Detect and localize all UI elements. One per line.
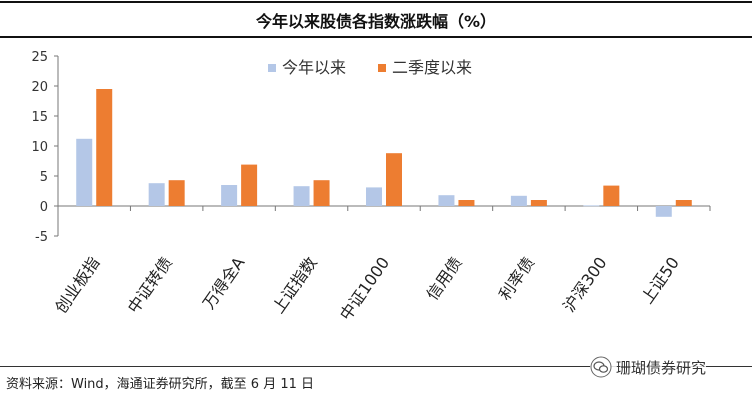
bar-q2-7	[530, 200, 547, 206]
title-rule-bottom	[0, 36, 752, 38]
bar-ytd-4	[293, 186, 310, 206]
bar-q2-8	[603, 185, 620, 206]
legend-swatch	[378, 64, 386, 72]
wechat-icon	[590, 356, 612, 378]
bar-q2-9	[675, 200, 692, 206]
x-category-label: 信用债	[423, 253, 466, 303]
legend-label: 今年以来	[282, 58, 346, 77]
bar-ytd-5	[366, 187, 382, 206]
x-category-label: 上证指数	[269, 253, 321, 316]
bar-ytd-8	[583, 205, 600, 207]
y-tick-label: 25	[31, 50, 48, 65]
x-category-label: 上证50	[637, 253, 683, 307]
watermark-text: 珊瑚债券研究	[616, 358, 707, 377]
x-category-label: 沪深300	[559, 253, 610, 315]
bar-q2-3	[241, 164, 258, 206]
bar-ytd-2	[148, 183, 165, 206]
legend-swatch	[268, 64, 276, 72]
bar-ytd-3	[221, 185, 238, 206]
title-bar: 今年以来股债各指数涨跌幅（%）	[0, 0, 752, 38]
bar-q2-6	[458, 200, 475, 206]
y-tick-label: 20	[31, 80, 48, 95]
bar-q2-2	[168, 180, 185, 206]
bar-ytd-9	[655, 206, 672, 217]
y-tick-label: 5	[40, 170, 48, 185]
bar-chart: -5 0 5 10 15 20 25 创业板指 中证转债 万得全A 上证指数 中证1000 信用债 利率债…	[31, 50, 711, 324]
bar-ytd-7	[510, 195, 527, 206]
source-note: 资料来源：Wind，海通证券研究所，截至 6 月 11 日	[6, 377, 315, 392]
title-rule-top	[0, 1, 752, 3]
x-category-label: 万得全A	[199, 253, 248, 312]
x-category-label: 创业板指	[51, 253, 103, 316]
chart-title: 今年以来股债各指数涨跌幅（%）	[255, 12, 497, 31]
y-tick-label: 0	[40, 200, 48, 215]
bar-ytd-1	[76, 138, 93, 206]
y-tick-label: 10	[31, 140, 48, 155]
y-tick-label: 15	[31, 110, 48, 125]
bar-ytd-6	[438, 195, 455, 206]
y-tick-label: -5	[35, 230, 48, 245]
bar-q2-1	[96, 89, 113, 206]
x-category-label: 中证转债	[124, 253, 176, 316]
footer-rule	[0, 366, 752, 367]
watermark: 珊瑚债券研究	[590, 356, 707, 378]
bar-q2-5	[386, 153, 402, 206]
x-category-label: 利率债	[495, 253, 538, 303]
legend-label: 二季度以来	[392, 58, 472, 77]
x-category-label: 中证1000	[336, 253, 393, 323]
bar-q2-4	[313, 180, 330, 206]
